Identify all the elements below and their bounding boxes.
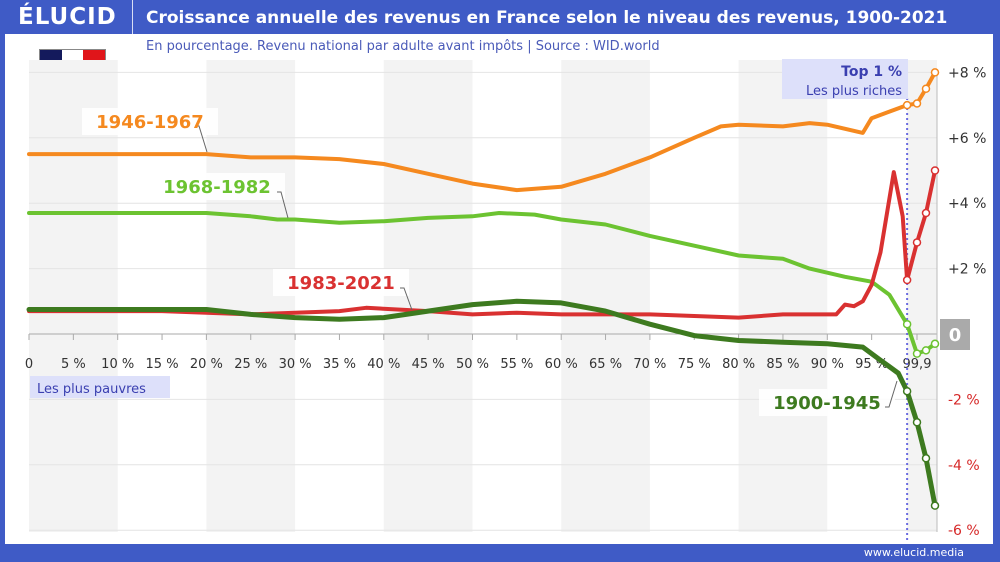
data-point-marker	[921, 84, 931, 93]
x-tick-label: 75 %	[678, 357, 711, 372]
series-label-leader-line	[400, 287, 413, 311]
x-tick-label: 80 %	[722, 357, 755, 372]
data-point-marker	[930, 166, 940, 175]
x-tick-label: 15 %	[146, 357, 179, 372]
x-tick-label: 70 %	[633, 357, 666, 372]
x-tick-label: 30 %	[279, 357, 312, 372]
data-point-marker	[902, 275, 912, 285]
x-tick-label: 35 %	[323, 357, 356, 372]
y-tick-label: +6 %	[948, 131, 986, 147]
x-tick-label: 20 %	[190, 357, 223, 372]
poorest-annotation-box	[30, 376, 170, 398]
series-label-bg	[273, 269, 409, 296]
y-tick-label: -4 %	[948, 458, 980, 474]
header-divider	[132, 0, 133, 34]
x-tick-label: 50 %	[456, 357, 489, 372]
data-point-marker	[912, 238, 922, 247]
footer-url[interactable]: www.elucid.media	[863, 546, 964, 559]
top-1-label: Top 1 %	[841, 64, 902, 80]
richest-label: Les plus riches	[806, 84, 902, 99]
y-tick-label: +8 %	[948, 65, 986, 81]
data-point-marker	[902, 100, 912, 110]
x-tick-label: 0	[25, 357, 33, 372]
data-point-marker	[902, 319, 912, 329]
data-point-marker	[921, 454, 931, 463]
data-point-marker	[921, 208, 931, 218]
data-point-marker	[912, 349, 922, 358]
series-label-bg	[759, 389, 895, 416]
series-label: 1968-1982	[163, 177, 271, 198]
series-label: 1983-2021	[287, 273, 395, 294]
y-tick-label: 0	[949, 325, 962, 346]
y-tick-label: +2 %	[948, 262, 986, 278]
x-tick-label: 25 %	[234, 357, 267, 372]
elucid-logo: ÉLUCID	[18, 4, 117, 30]
x-tick-label: 40 %	[367, 357, 400, 372]
series-line-1946-1967	[27, 70, 937, 193]
series-line-1900-1945	[26, 298, 938, 509]
x-tick-label: 60 %	[545, 357, 578, 372]
x-tick-label: 45 %	[412, 357, 445, 372]
data-point-marker	[921, 346, 931, 355]
x-tick-label: 90 %	[811, 357, 844, 372]
header-bar: ÉLUCID Croissance annuelle des revenus e…	[0, 0, 1000, 34]
series-label-leader-line	[277, 191, 289, 219]
x-tick-label: 65 %	[589, 357, 622, 372]
data-point-marker	[912, 418, 922, 427]
data-point-marker	[930, 501, 940, 510]
background-band	[907, 60, 937, 532]
series-label: 1946-1967	[96, 112, 204, 133]
y-tick-label: -6 %	[948, 523, 980, 539]
data-point-marker	[930, 339, 940, 349]
x-tick-label: 5 %	[61, 357, 86, 372]
data-point-marker	[902, 386, 912, 396]
background-band	[561, 60, 650, 532]
x-tick-label: 55 %	[500, 357, 533, 372]
poorest-label: Les plus pauvres	[37, 382, 146, 397]
series-label-bg	[82, 108, 218, 135]
x-tick-label: 85 %	[766, 357, 799, 372]
series-label-leader-line	[195, 125, 208, 153]
series-label-leader-line	[885, 380, 898, 408]
series-label-bg	[149, 173, 285, 200]
data-point-marker	[912, 99, 922, 108]
y-tick-label: +4 %	[948, 196, 986, 212]
top-1-annotation-box	[782, 59, 908, 99]
chart-title: Croissance annuelle des revenus en Franc…	[146, 8, 948, 28]
x-tick-label: 10 %	[101, 357, 134, 372]
series-label: 1900-1945	[773, 393, 881, 414]
series-line-1968-1982	[27, 211, 937, 356]
x-tick-label: 99,9	[903, 357, 932, 372]
zero-label-box	[940, 319, 970, 350]
background-band	[738, 60, 828, 532]
y-tick-label: -2 %	[948, 392, 980, 408]
background-band	[29, 60, 118, 532]
chart-subtitle: En pourcentage. Revenu national par adul…	[146, 39, 660, 54]
data-point-marker	[930, 68, 940, 77]
